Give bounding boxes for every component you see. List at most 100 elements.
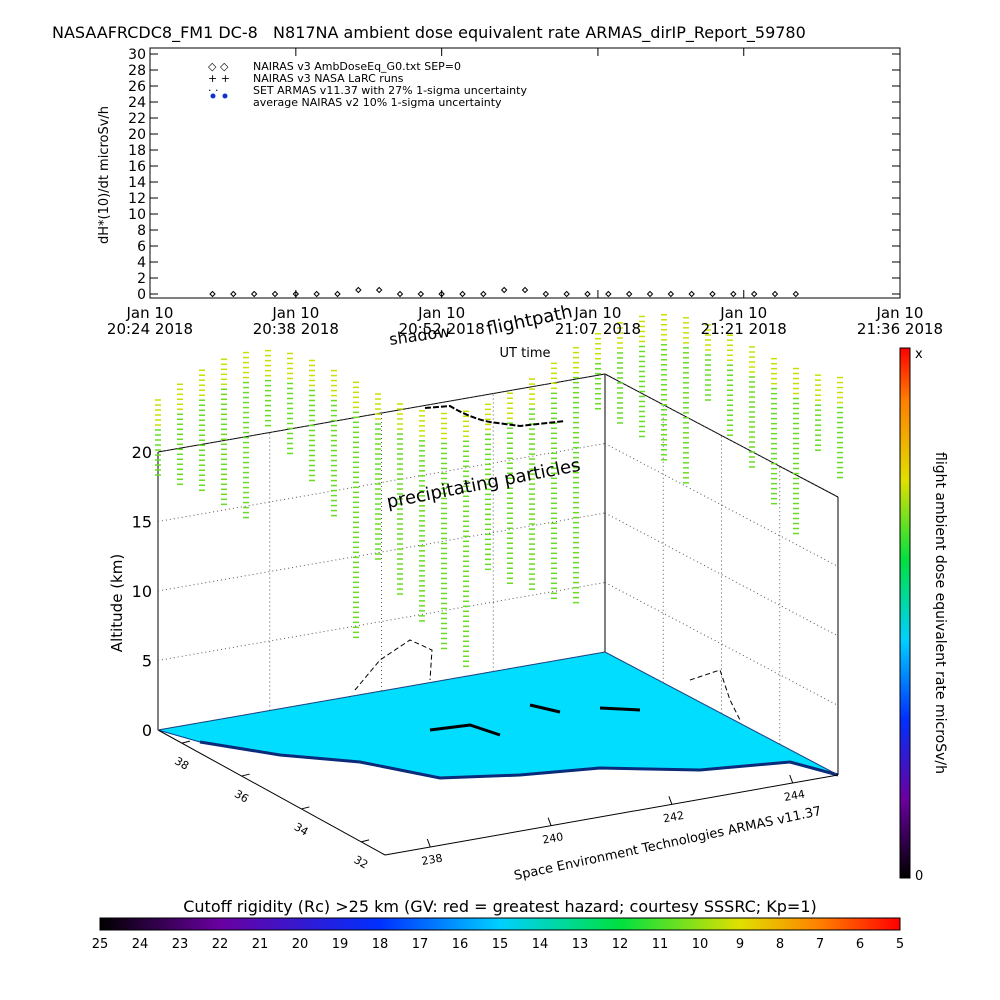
rc-tick-label: 5 [896, 937, 904, 952]
z-tick-label: 20 [132, 443, 152, 462]
y-tick-label: 22 [128, 111, 146, 127]
lat-tick [360, 839, 370, 843]
point [521, 286, 529, 294]
lat-tick-label: 36 [232, 787, 251, 805]
x-tick-label: 20:24 2018 [107, 320, 193, 338]
point [230, 290, 237, 298]
point [605, 290, 612, 298]
rc-tick-label: 15 [492, 937, 509, 952]
legend-entry: SET ARMAS v11.37 with 27% 1-sigma uncert… [253, 84, 527, 97]
colorbar [899, 347, 911, 879]
coastline [199, 740, 839, 780]
legend-entry: average NAIRAS v2 10% 1-sigma uncertaint… [253, 96, 502, 109]
lon-tick-label: 244 [783, 788, 806, 804]
lat-tick [181, 740, 191, 744]
rc-title: Cutoff rigidity (Rc) >25 km (GV: red = g… [183, 897, 817, 916]
rc-tick-label: 22 [212, 937, 229, 952]
x-tick-label: 21:07 2018 [555, 320, 641, 338]
lat-tick-label: 34 [292, 820, 311, 838]
y-tick-label: 10 [128, 207, 146, 223]
x-axis-label: UT time [500, 346, 551, 361]
flight-shadow [354, 639, 433, 691]
point [500, 286, 508, 294]
lon-tick [668, 796, 673, 805]
z-grid-line [157, 512, 606, 592]
rc-colorbar [99, 917, 901, 931]
y-tick-label: 4 [137, 255, 146, 271]
y-tick-label: 14 [128, 175, 146, 191]
rc-tick-label: 17 [412, 937, 429, 952]
point [480, 290, 487, 298]
lon-tick-label: 240 [541, 830, 564, 846]
y-tick-label: 2 [137, 271, 146, 287]
z-tick-label: 10 [132, 582, 152, 601]
y-tick-label: 8 [137, 223, 146, 239]
lat-tick-label: 38 [172, 754, 191, 772]
lon-tick-label: 242 [662, 809, 685, 825]
point [584, 290, 591, 298]
point [313, 290, 320, 298]
lat-tick [241, 773, 250, 777]
lat-tick-label: 32 [352, 853, 371, 871]
legend-symbol [222, 93, 228, 99]
y-tick-label: 30 [128, 47, 146, 63]
z-tick-label: 15 [132, 513, 152, 532]
legend-entry: NAIRAS v3 AmbDoseEq_G0.txt SEP=0 [253, 60, 461, 73]
z-axis-label: Altitude (km) [108, 554, 126, 652]
point [667, 290, 675, 298]
legend-entry: NAIRAS v3 NASA LaRC runs [253, 72, 404, 85]
y-tick-label: 20 [128, 127, 146, 143]
point [646, 290, 654, 298]
point [375, 286, 383, 294]
y-tick-label: 26 [128, 79, 146, 95]
box-edge [157, 373, 606, 453]
ground-features [429, 703, 641, 737]
rc-tick-label: 16 [452, 937, 469, 952]
x-tick-label: Jan 10 [719, 304, 767, 322]
x-tick-label: 21:36 2018 [857, 320, 943, 338]
point [709, 290, 716, 298]
y-tick-label: 16 [128, 159, 146, 175]
point [209, 290, 216, 298]
y-tick-label: 12 [128, 191, 146, 207]
point [625, 290, 633, 298]
legend-symbol: · · [208, 84, 219, 97]
rc-tick-label: 9 [736, 937, 744, 952]
colorbar-end: x [915, 347, 923, 362]
y-axis-label: dH*(10)/dt microSv/h [97, 106, 112, 244]
rc-tick-label: 11 [652, 937, 669, 952]
point [688, 290, 695, 298]
x-tick-label: Jan 10 [573, 304, 621, 322]
legend: ◇ ◇ NAIRAS v3 AmbDoseEq_G0.txt SEP=0 + +… [208, 60, 527, 109]
x-tick-label: 21:21 2018 [701, 320, 787, 338]
rc-tick-label: 7 [816, 937, 824, 952]
lon-tick [789, 774, 794, 784]
legend-symbol: ◇ ◇ [208, 60, 229, 73]
point [730, 290, 737, 298]
rc-tick-label: 14 [532, 937, 549, 952]
point [542, 290, 550, 298]
rc-tick-label: 13 [572, 937, 589, 952]
legend-symbol: + + [208, 72, 230, 85]
x-tick-label: Jan 10 [417, 304, 465, 322]
box-edge [384, 774, 839, 856]
point [771, 290, 779, 298]
point [459, 290, 466, 298]
y-tick-label: 28 [128, 63, 146, 79]
point [750, 290, 758, 298]
point [417, 290, 425, 298]
x-tick-label: 20:38 2018 [253, 320, 339, 338]
flight-shadow [689, 669, 741, 721]
lon-tick [547, 817, 552, 826]
lon-tick [426, 838, 431, 848]
point [355, 286, 362, 294]
legend-symbol [210, 93, 216, 99]
ground-surface [157, 651, 839, 779]
point [792, 290, 800, 298]
rc-tick-label: 19 [332, 937, 349, 952]
rc-tick-label: 18 [372, 937, 389, 952]
rc-tick-label: 24 [132, 937, 149, 952]
x-tick-label: Jan 10 [271, 304, 319, 322]
rc-tick-label: 21 [252, 937, 269, 952]
